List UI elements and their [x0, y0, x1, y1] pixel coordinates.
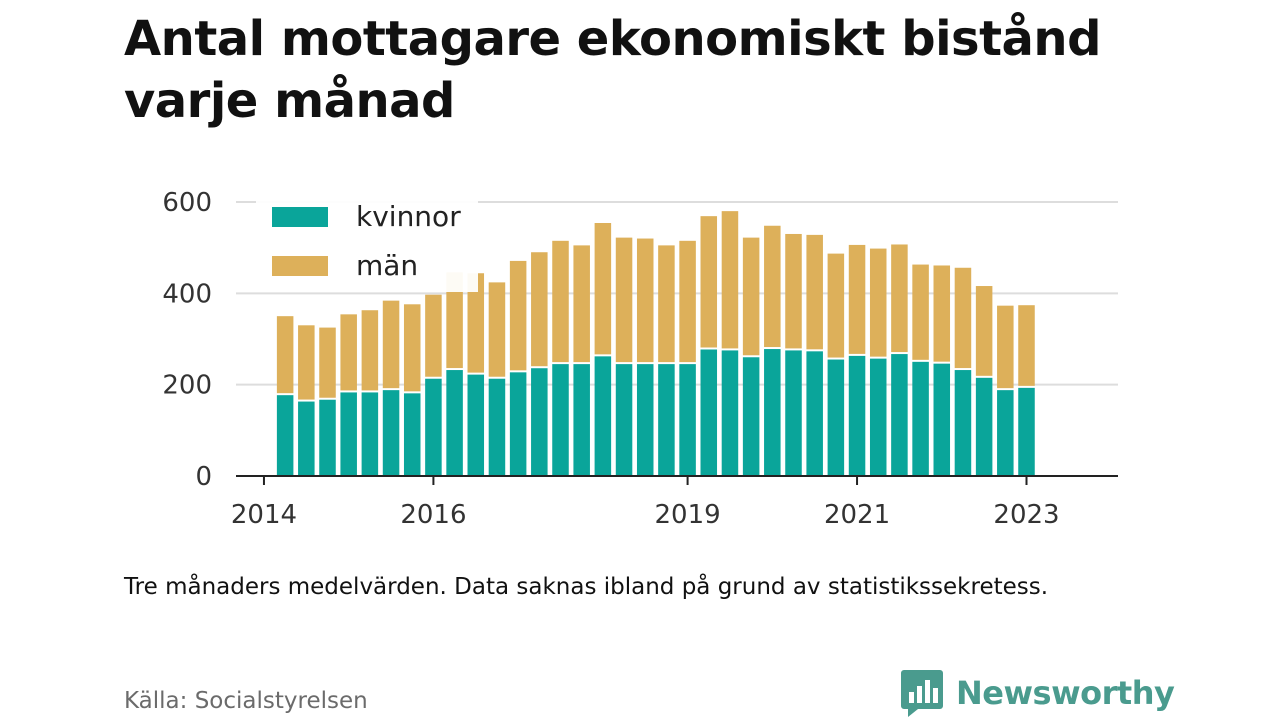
bar-kvinnor	[382, 390, 400, 476]
brand-logo[interactable]: Newsworthy	[900, 668, 1175, 718]
bar-kvinnor	[1018, 387, 1035, 476]
bar-man	[912, 264, 929, 360]
bar-man	[276, 316, 294, 394]
bar-kvinnor	[509, 372, 527, 476]
legend-label-kvinnor: kvinnor	[356, 200, 461, 233]
bar-man	[425, 294, 442, 377]
bar-man	[742, 237, 760, 356]
x-tick-label: 2023	[993, 500, 1059, 530]
bar-kvinnor	[467, 374, 485, 476]
x-tick-label: 2016	[400, 500, 466, 530]
x-tick-label: 2014	[231, 500, 297, 530]
axes: 0 200 400 600 2014 2016 2019 2021 2023	[162, 188, 1118, 530]
bar-man	[509, 260, 527, 371]
bar-kvinnor	[848, 355, 866, 476]
bar-kvinnor	[933, 363, 951, 476]
bar-man	[806, 234, 823, 350]
brand-name: Newsworthy	[956, 674, 1175, 712]
bar-kvinnor	[425, 378, 442, 476]
bar-man	[658, 245, 675, 363]
chart-note: Tre månaders medelvärden. Data saknas ib…	[124, 574, 1049, 600]
newsworthy-logo-icon	[901, 670, 943, 717]
bar-kvinnor	[891, 354, 908, 476]
bar-man	[764, 225, 781, 348]
bar-man	[848, 244, 866, 354]
bar-kvinnor	[361, 392, 379, 476]
bar-kvinnor	[658, 364, 675, 476]
y-tick-label: 600	[162, 188, 212, 218]
bar-man	[446, 272, 463, 369]
bar-kvinnor	[446, 370, 463, 476]
bar-kvinnor	[573, 364, 590, 476]
bar-man	[869, 248, 887, 357]
bar-kvinnor	[785, 350, 802, 476]
source-credit: Källa: Socialstyrelsen	[124, 688, 368, 714]
bar-kvinnor	[742, 357, 760, 476]
bar-kvinnor	[552, 364, 569, 476]
y-tick-label: 0	[195, 462, 212, 492]
bar-man	[594, 223, 612, 355]
bar-man	[1018, 305, 1035, 386]
legend: kvinnor män	[256, 194, 478, 292]
bar-kvinnor	[764, 349, 781, 476]
bar-man	[615, 237, 633, 363]
bar-kvinnor	[636, 364, 654, 476]
bar-man	[954, 267, 972, 369]
legend-label-man: män	[356, 249, 418, 282]
bar-man	[636, 238, 654, 363]
bar-man	[785, 233, 802, 349]
bar-man	[933, 265, 951, 362]
bar-kvinnor	[319, 399, 336, 476]
bar-kvinnor	[912, 361, 929, 476]
bar-man	[975, 286, 993, 376]
bar-kvinnor	[488, 378, 506, 476]
bar-kvinnor	[806, 351, 823, 476]
bar-man	[997, 305, 1014, 389]
bar-man	[679, 240, 696, 363]
y-tick-label: 200	[162, 371, 212, 401]
bar-man	[403, 304, 421, 392]
bar-man	[467, 273, 485, 373]
bar-kvinnor	[700, 349, 718, 476]
bar-kvinnor	[298, 401, 315, 476]
bar-kvinnor	[594, 356, 612, 476]
bar-kvinnor	[615, 364, 633, 476]
bar-man	[531, 252, 548, 367]
y-tick-label: 400	[162, 279, 212, 309]
x-tick-label: 2021	[824, 500, 890, 530]
bar-kvinnor	[721, 350, 739, 476]
legend-swatch-man	[272, 256, 328, 276]
bar-man	[573, 245, 590, 363]
bar-kvinnor	[997, 390, 1014, 476]
bar-man	[361, 310, 379, 391]
bar-kvinnor	[975, 377, 993, 476]
bar-kvinnor	[276, 395, 294, 476]
chart-title: Antal mottagare ekonomiskt bistånd varje…	[124, 11, 1101, 129]
bar-man	[891, 244, 908, 353]
bar-man	[700, 216, 718, 348]
bar-kvinnor	[340, 392, 357, 476]
bar-kvinnor	[403, 393, 421, 476]
bar-man	[552, 240, 569, 363]
bar-kvinnor	[954, 370, 972, 476]
bar-kvinnor	[531, 368, 548, 476]
bar-man	[721, 211, 739, 349]
bars	[276, 211, 1035, 476]
bar-man	[298, 325, 315, 400]
x-tick-label: 2019	[655, 500, 721, 530]
bar-kvinnor	[869, 358, 887, 476]
bar-man	[319, 327, 336, 398]
legend-swatch-kvinnor	[272, 207, 328, 227]
bar-man	[382, 300, 400, 389]
bar-kvinnor	[827, 359, 845, 476]
bar-kvinnor	[679, 364, 696, 476]
bar-man	[827, 253, 845, 358]
bar-man	[340, 314, 357, 391]
bar-man	[488, 282, 506, 377]
